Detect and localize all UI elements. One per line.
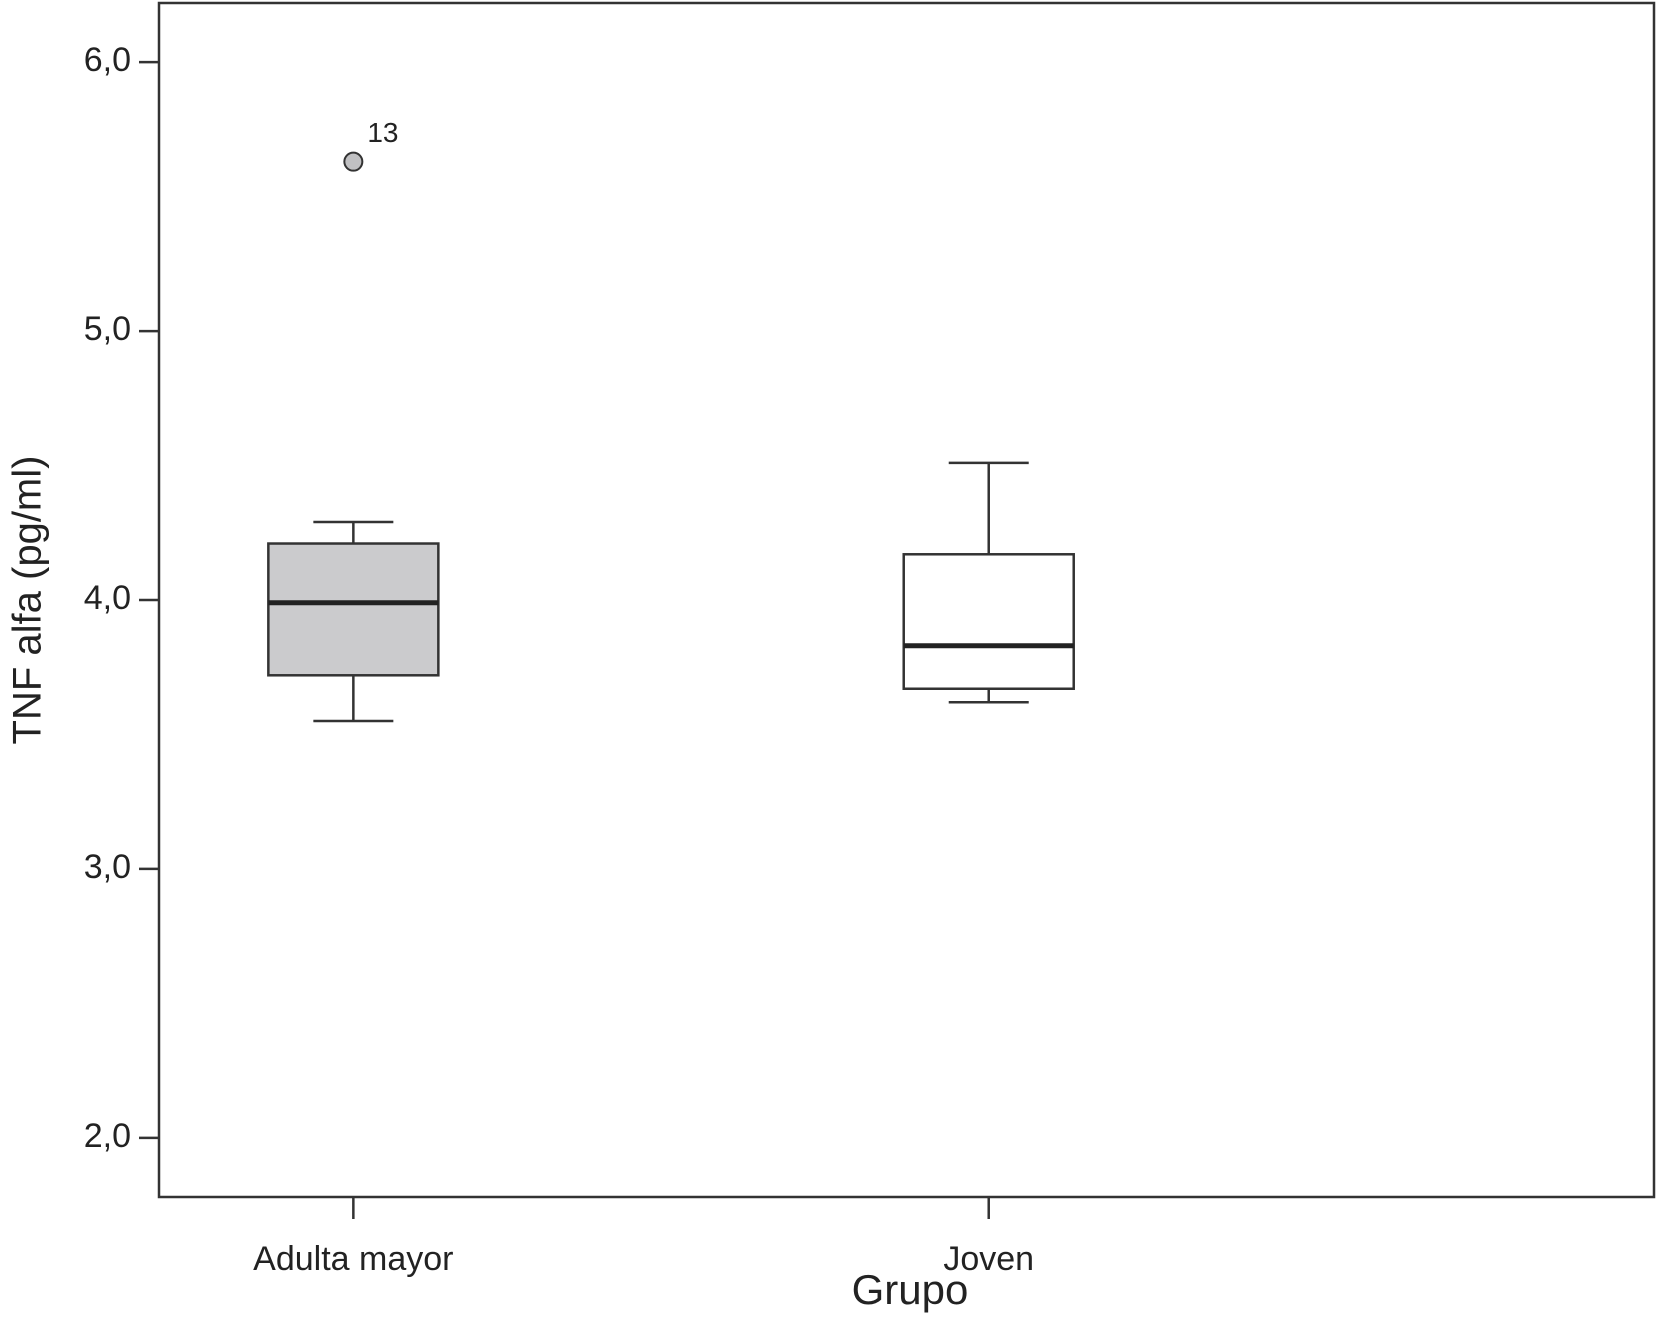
- y-tick-label: 6,0: [84, 41, 131, 79]
- x-tick-label: Joven: [943, 1240, 1034, 1278]
- y-tick-label: 4,0: [84, 579, 131, 617]
- x-tick-label: Adulta mayor: [253, 1240, 453, 1278]
- x-axis-label: Grupo: [852, 1266, 969, 1313]
- box: [902, 553, 1075, 690]
- outlier-label: 13: [367, 117, 398, 148]
- y-tick-label: 5,0: [84, 310, 131, 348]
- y-tick-label: 2,0: [84, 1117, 131, 1155]
- outlier: [343, 151, 364, 172]
- y-axis-label: TNF alfa (pg/ml): [6, 456, 50, 745]
- y-tick-label: 3,0: [84, 848, 131, 886]
- box: [267, 542, 440, 677]
